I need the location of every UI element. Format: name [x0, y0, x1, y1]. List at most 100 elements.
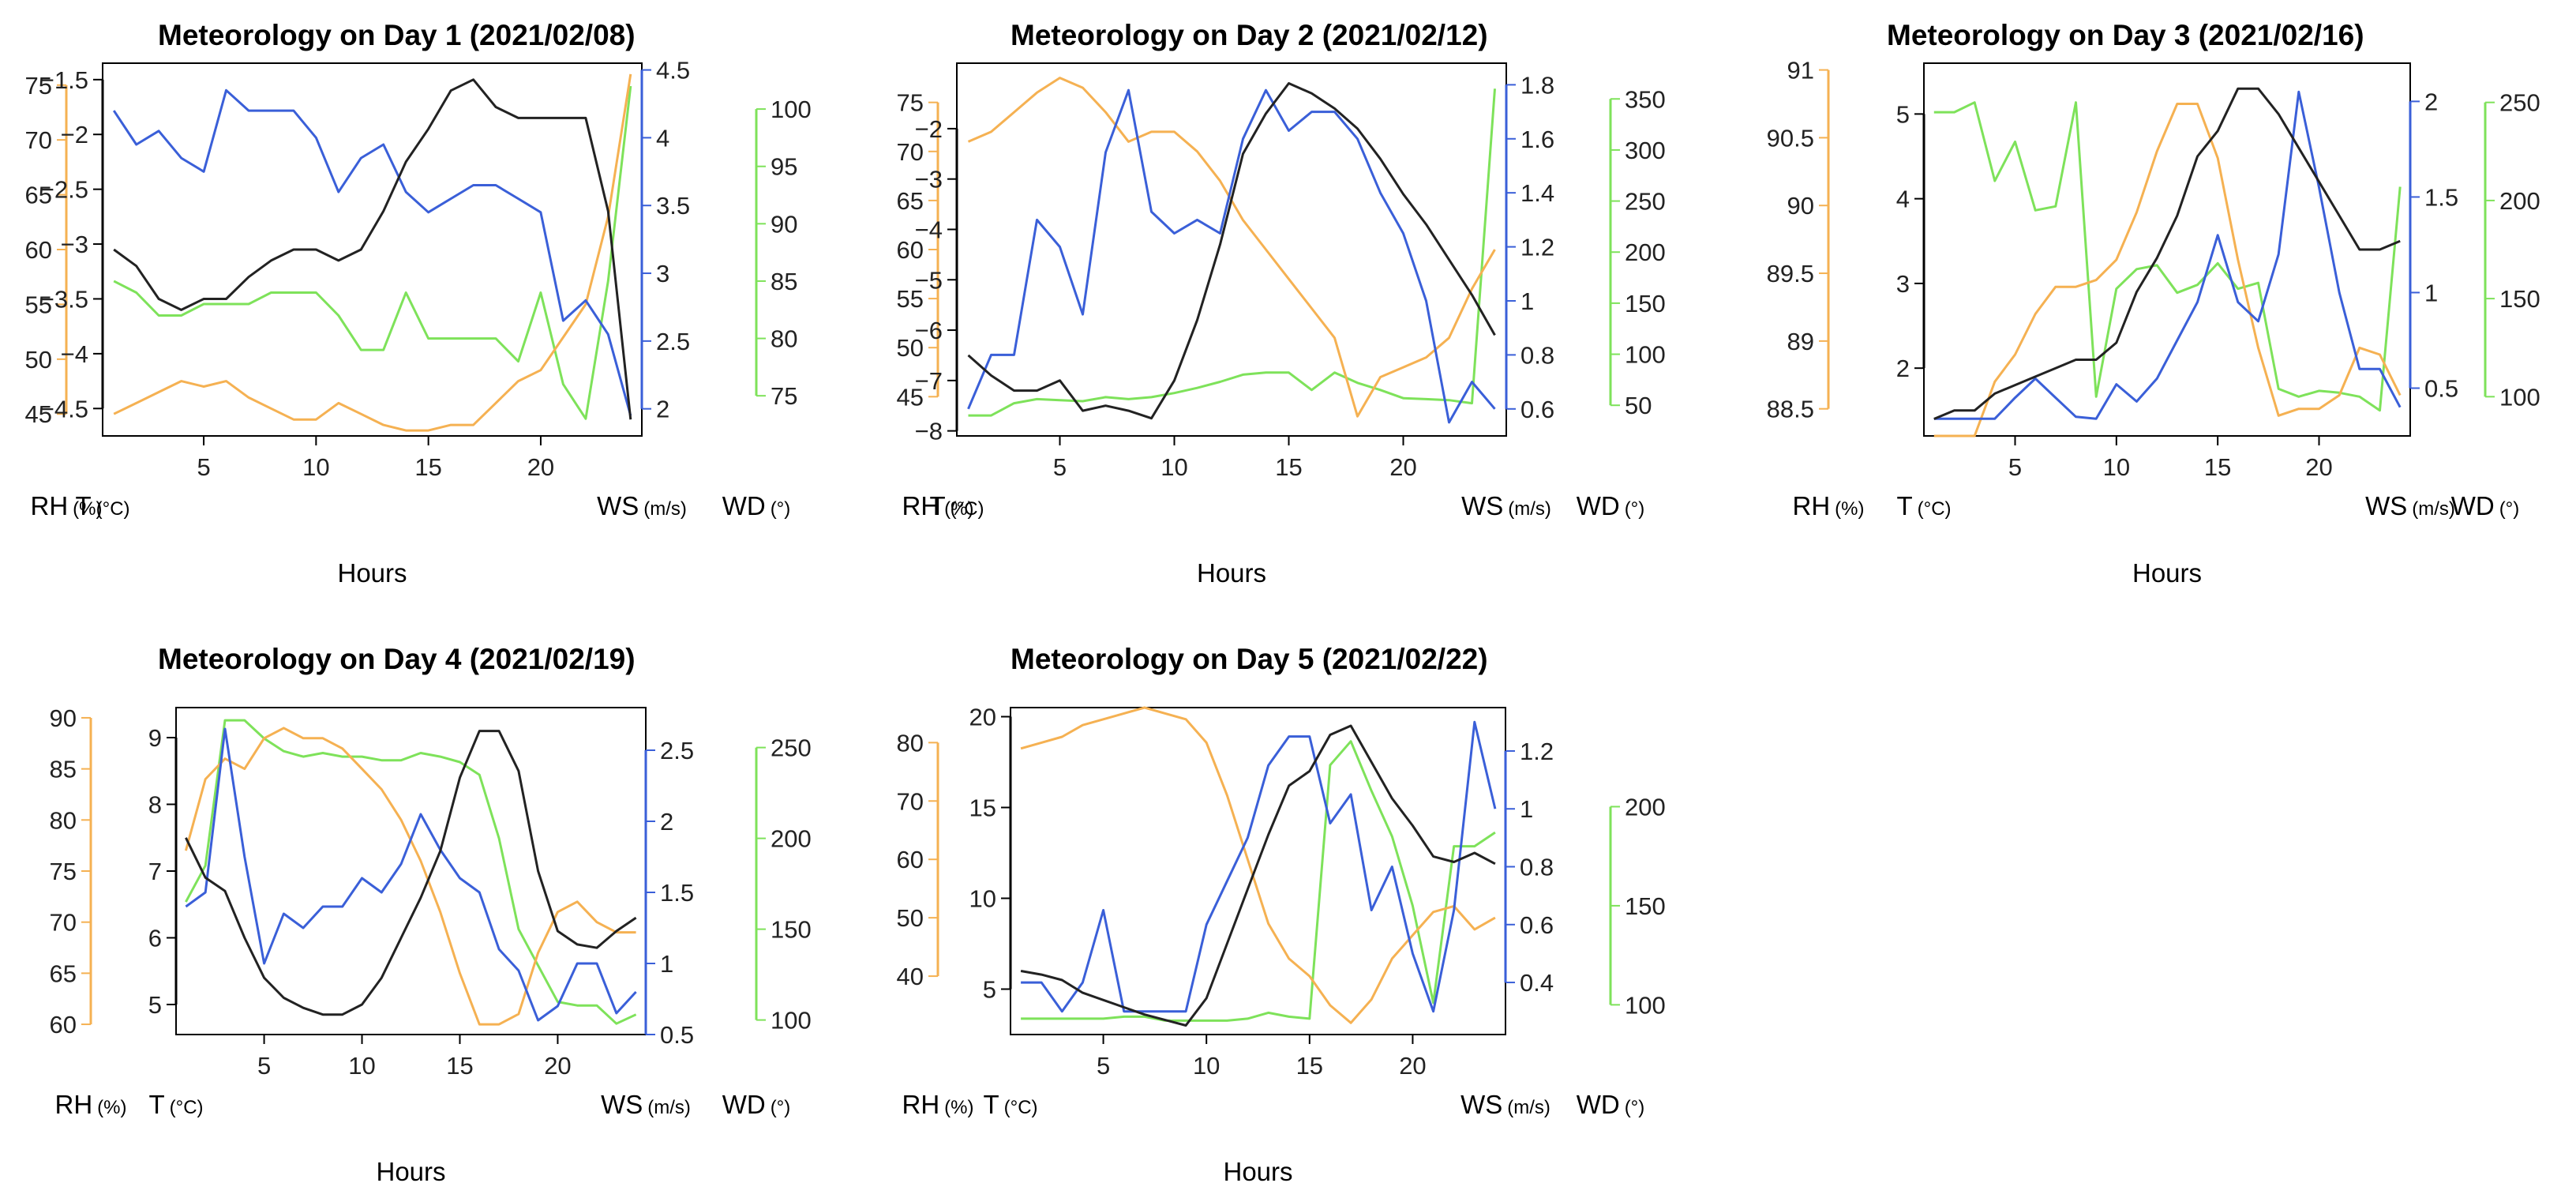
- rh-tick-label: 60: [50, 1011, 77, 1038]
- t-series-line: [1933, 87, 2401, 420]
- wd-tick-label: 75: [771, 382, 797, 410]
- ws-tick-label: 4.5: [656, 57, 690, 84]
- t-tick-label: 7: [148, 858, 162, 885]
- rh-series-line: [1020, 706, 1496, 1024]
- ws-tick-label: 1: [660, 950, 673, 978]
- wd-axis-label: WD (°): [722, 491, 791, 520]
- chart-panel-day-3: Meteorology on Day 3 (2021/02/16) 88.5 89…: [1767, 19, 2540, 588]
- x-tick-label: 5: [1097, 1052, 1110, 1080]
- t-tick-label: −2.5: [40, 176, 88, 204]
- x-axis-label: Hours: [1197, 558, 1266, 588]
- rh-tick-label: 75: [25, 72, 52, 100]
- t-series-line: [967, 82, 1496, 420]
- wd-tick-label: 150: [1625, 290, 1666, 317]
- x-tick-label: 10: [302, 453, 329, 481]
- wd-axis-label: WD (°): [722, 1090, 791, 1119]
- x-tick-label: 5: [1053, 453, 1067, 481]
- wd-tick-label: 95: [771, 153, 797, 181]
- t-tick-label: 5: [148, 991, 162, 1019]
- ws-tick-label: 1.5: [2424, 183, 2458, 211]
- ws-tick-label: 1.2: [1520, 234, 1554, 261]
- x-tick-label: 20: [1389, 453, 1416, 481]
- rh-axis-label: RH (%): [1793, 491, 1865, 520]
- wd-series-line: [1933, 101, 2402, 412]
- t-tick-label: 9: [148, 724, 162, 752]
- rh-tick-label: 65: [25, 182, 52, 209]
- ws-tick-label: 0.8: [1520, 341, 1554, 369]
- ws-series-line: [112, 88, 632, 416]
- x-tick-label: 15: [414, 453, 441, 481]
- wd-tick-label: 250: [1625, 188, 1666, 216]
- ws-tick-label: 0.5: [660, 1021, 694, 1049]
- chart-panel-day-4: Meteorology on Day 4 (2021/02/19) 606570…: [50, 643, 812, 1183]
- x-tick-label: 10: [348, 1052, 375, 1080]
- wd-axis-label: WD (°): [1577, 491, 1645, 520]
- rh-tick-label: 75: [897, 89, 924, 117]
- rh-tick-label: 90.5: [1767, 124, 1814, 152]
- rh-axis-label: RH (%): [902, 1090, 974, 1119]
- rh-axis-label: RH (%): [31, 491, 103, 520]
- wd-series-line: [113, 85, 632, 420]
- wd-tick-label: 85: [771, 268, 797, 295]
- ws-axis-label: WS (m/s): [597, 491, 687, 520]
- rh-tick-label: 70: [25, 126, 52, 154]
- x-tick-label: 20: [527, 453, 554, 481]
- rh-tick-label: 75: [50, 858, 77, 885]
- ws-series-line: [185, 727, 637, 1022]
- ws-axis-label: WS (m/s): [2365, 491, 2455, 520]
- rh-tick-label: 88.5: [1767, 396, 1814, 423]
- ws-tick-label: 1.5: [660, 879, 694, 907]
- wd-series-line: [968, 88, 1496, 417]
- ws-tick-label: 3: [656, 260, 669, 287]
- t-series-line: [113, 78, 632, 420]
- wd-tick-label: 200: [1625, 238, 1666, 266]
- chart-title: Meteorology on Day 4 (2021/02/19): [158, 643, 636, 675]
- t-tick-label: −2: [915, 115, 943, 143]
- t-series-line: [1020, 724, 1496, 1027]
- x-tick-label: 15: [1296, 1052, 1323, 1080]
- x-tick-label: 10: [1193, 1052, 1220, 1080]
- ws-axis-label: WS (m/s): [601, 1090, 691, 1119]
- t-tick-label: 4: [1896, 186, 1910, 213]
- ws-tick-label: 1: [2424, 279, 2438, 306]
- x-axis-label: Hours: [2132, 558, 2202, 588]
- rh-tick-label: 40: [897, 963, 924, 990]
- rh-tick-label: 80: [50, 806, 77, 834]
- rh-tick-label: 70: [897, 787, 924, 815]
- wd-tick-label: 150: [1625, 892, 1666, 920]
- wd-tick-label: 100: [2499, 383, 2540, 411]
- rh-tick-label: 60: [897, 236, 924, 264]
- t-tick-label: 20: [969, 704, 996, 731]
- t-tick-label: 3: [1896, 270, 1910, 298]
- t-tick-label: 5: [983, 976, 996, 1004]
- wd-tick-label: 100: [1625, 341, 1666, 369]
- ws-series-line: [967, 88, 1496, 424]
- wd-tick-label: 80: [771, 325, 797, 353]
- ws-tick-label: 2: [660, 808, 673, 836]
- rh-axis-label: RH (%): [902, 491, 974, 520]
- rh-tick-label: 70: [50, 909, 77, 937]
- rh-tick-label: 65: [50, 960, 77, 987]
- ws-tick-label: 0.8: [1520, 854, 1554, 881]
- t-tick-label: −4: [915, 216, 943, 243]
- ws-tick-label: 1.6: [1520, 126, 1554, 153]
- t-axis-label: T (°C): [929, 491, 984, 520]
- wd-series-line: [185, 719, 637, 1025]
- t-axis-label: T (°C): [148, 1090, 203, 1119]
- x-tick-label: 5: [197, 453, 210, 481]
- wd-tick-label: 250: [771, 734, 812, 762]
- wd-tick-label: 200: [771, 825, 812, 853]
- wd-tick-label: 150: [771, 916, 812, 944]
- ws-tick-label: 2: [2424, 88, 2438, 115]
- t-axis-label: T (°C): [75, 491, 129, 520]
- wd-series-line: [1021, 740, 1496, 1022]
- wd-tick-label: 150: [2499, 285, 2540, 313]
- rh-tick-label: 50: [897, 334, 924, 362]
- rh-tick-label: 89.5: [1767, 260, 1814, 287]
- ws-tick-label: 4: [656, 124, 669, 152]
- ws-tick-label: 3.5: [656, 192, 690, 220]
- t-tick-label: −6: [915, 317, 943, 344]
- wd-tick-label: 250: [2499, 89, 2540, 117]
- rh-tick-label: 65: [897, 187, 924, 215]
